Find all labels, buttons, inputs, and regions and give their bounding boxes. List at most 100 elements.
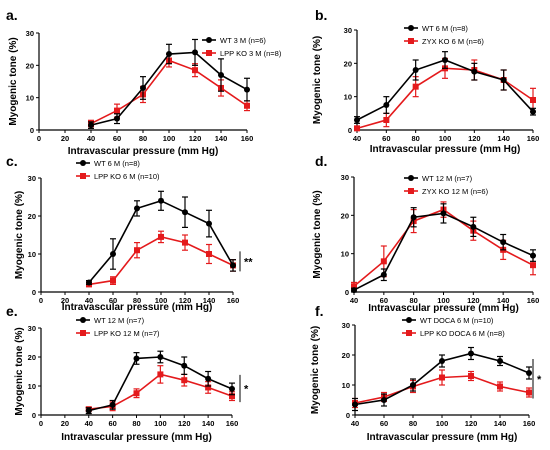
data-point (166, 51, 172, 58)
legend-marker (206, 50, 212, 56)
y-axis-label: Myogenic tone (%) (312, 36, 323, 124)
y-tick-label: 30 (341, 173, 349, 182)
y-tick-label: 10 (344, 93, 352, 102)
legend-label: WT 6 M (n=8) (94, 159, 140, 168)
x-tick-label: 60 (380, 419, 388, 428)
legend-marker (80, 160, 86, 166)
data-point (530, 252, 536, 259)
x-tick-label: 20 (61, 296, 69, 305)
legend-label: LPP KO DOCA 6 M (n=8) (420, 329, 505, 338)
panel-label: b. (315, 7, 327, 23)
significance-marker: * (537, 374, 542, 386)
data-point (181, 362, 188, 369)
data-point (182, 209, 188, 216)
data-point (229, 385, 235, 392)
y-tick-label: 0 (32, 288, 36, 297)
legend-marker (80, 330, 86, 336)
x-tick-label: 20 (61, 419, 69, 428)
data-point (468, 373, 474, 379)
data-point (140, 84, 146, 91)
data-point (134, 247, 140, 254)
x-tick-label: 120 (179, 296, 192, 305)
data-point (85, 407, 92, 414)
data-point (110, 277, 116, 284)
y-tick-label: 0 (30, 126, 34, 135)
x-tick-label: 60 (108, 419, 116, 428)
x-tick-label: 40 (353, 134, 361, 143)
x-tick-label: 160 (527, 134, 540, 143)
x-tick-label: 100 (437, 296, 450, 305)
x-tick-label: 120 (178, 419, 191, 428)
y-tick-label: 20 (344, 59, 352, 68)
data-point (381, 397, 387, 403)
x-tick-label: 40 (351, 419, 359, 428)
x-tick-label: 100 (154, 419, 167, 428)
legend-marker (408, 38, 414, 44)
data-point (497, 383, 503, 390)
series-control (354, 51, 536, 124)
y-tick-label: 20 (342, 351, 350, 360)
legend-marker (408, 25, 414, 31)
y-axis-label: Myogenic tone (%) (312, 190, 323, 278)
y-axis-label: Myogenic tone (%) (8, 37, 19, 125)
data-point (439, 374, 445, 381)
data-point (158, 233, 164, 240)
x-tick-label: 80 (411, 134, 419, 143)
x-tick-label: 100 (436, 419, 449, 428)
series-control (85, 350, 235, 415)
legend-label: LPP KO 6 M (n=10) (94, 172, 160, 181)
series-control (86, 190, 236, 286)
x-tick-label: 60 (109, 296, 117, 305)
panel-label: f. (315, 303, 324, 319)
y-tick-label: 30 (342, 321, 350, 330)
panel-label: d. (315, 153, 327, 169)
y-tick-label: 20 (28, 212, 36, 221)
panel-label: c. (6, 153, 18, 169)
data-point (205, 375, 212, 382)
data-point (383, 102, 390, 108)
y-axis-label: Myogenic tone (%) (310, 326, 321, 414)
x-tick-label: 140 (203, 296, 216, 305)
legend: WT 12 M (n=7) ZYX KO 12 M (n=6) (404, 174, 489, 196)
legend-label: WT 12 M (n=7) (94, 316, 145, 325)
series-control (352, 346, 532, 412)
x-tick-label: 80 (409, 419, 417, 428)
data-point (412, 83, 419, 90)
data-point (412, 67, 419, 73)
significance-marker: * (244, 384, 249, 396)
x-tick-label: 20 (61, 134, 69, 143)
x-tick-label: 100 (155, 296, 168, 305)
data-point (383, 117, 390, 123)
data-point (133, 390, 140, 397)
x-tick-label: 140 (202, 419, 215, 428)
y-tick-label: 30 (28, 174, 36, 183)
x-tick-label: 80 (409, 296, 417, 305)
x-axis-label: Intravascular pressure (mm Hg) (370, 144, 521, 155)
y-axis-label: Myogenic tone (%) (14, 191, 25, 279)
data-point (134, 205, 140, 212)
y-tick-label: 0 (345, 288, 349, 297)
series-knockout (88, 53, 250, 128)
y-axis-label: Myogenic tone (%) (14, 327, 25, 415)
legend: WT DOCA 6 M (n=10) LPP KO DOCA 6 M (n=8) (402, 316, 505, 338)
legend-marker (80, 173, 86, 179)
y-tick-label: 10 (342, 381, 350, 390)
data-point (158, 197, 164, 204)
data-point (530, 108, 536, 115)
x-tick-label: 60 (382, 134, 390, 143)
data-point (410, 382, 416, 388)
data-point (192, 67, 198, 74)
chart-panel-a: a. 0 10 20 30 0 20 40 60 80 100 120 140 160 Myogenic t… (6, 7, 282, 157)
legend-marker (206, 37, 212, 43)
x-tick-label: 160 (227, 296, 240, 305)
x-axis-label: Intravascular pressure (mm Hg) (61, 432, 212, 443)
y-tick-label: 20 (28, 353, 36, 362)
x-tick-label: 80 (133, 296, 141, 305)
series-knockout (352, 369, 532, 409)
legend-marker (406, 317, 412, 323)
data-point (442, 57, 448, 63)
legend-label: WT 3 M (n=6) (220, 36, 266, 45)
legend-label: WT 6 M (n=8) (422, 24, 468, 33)
x-axis-label: Intravascular pressure (mm Hg) (368, 303, 519, 314)
